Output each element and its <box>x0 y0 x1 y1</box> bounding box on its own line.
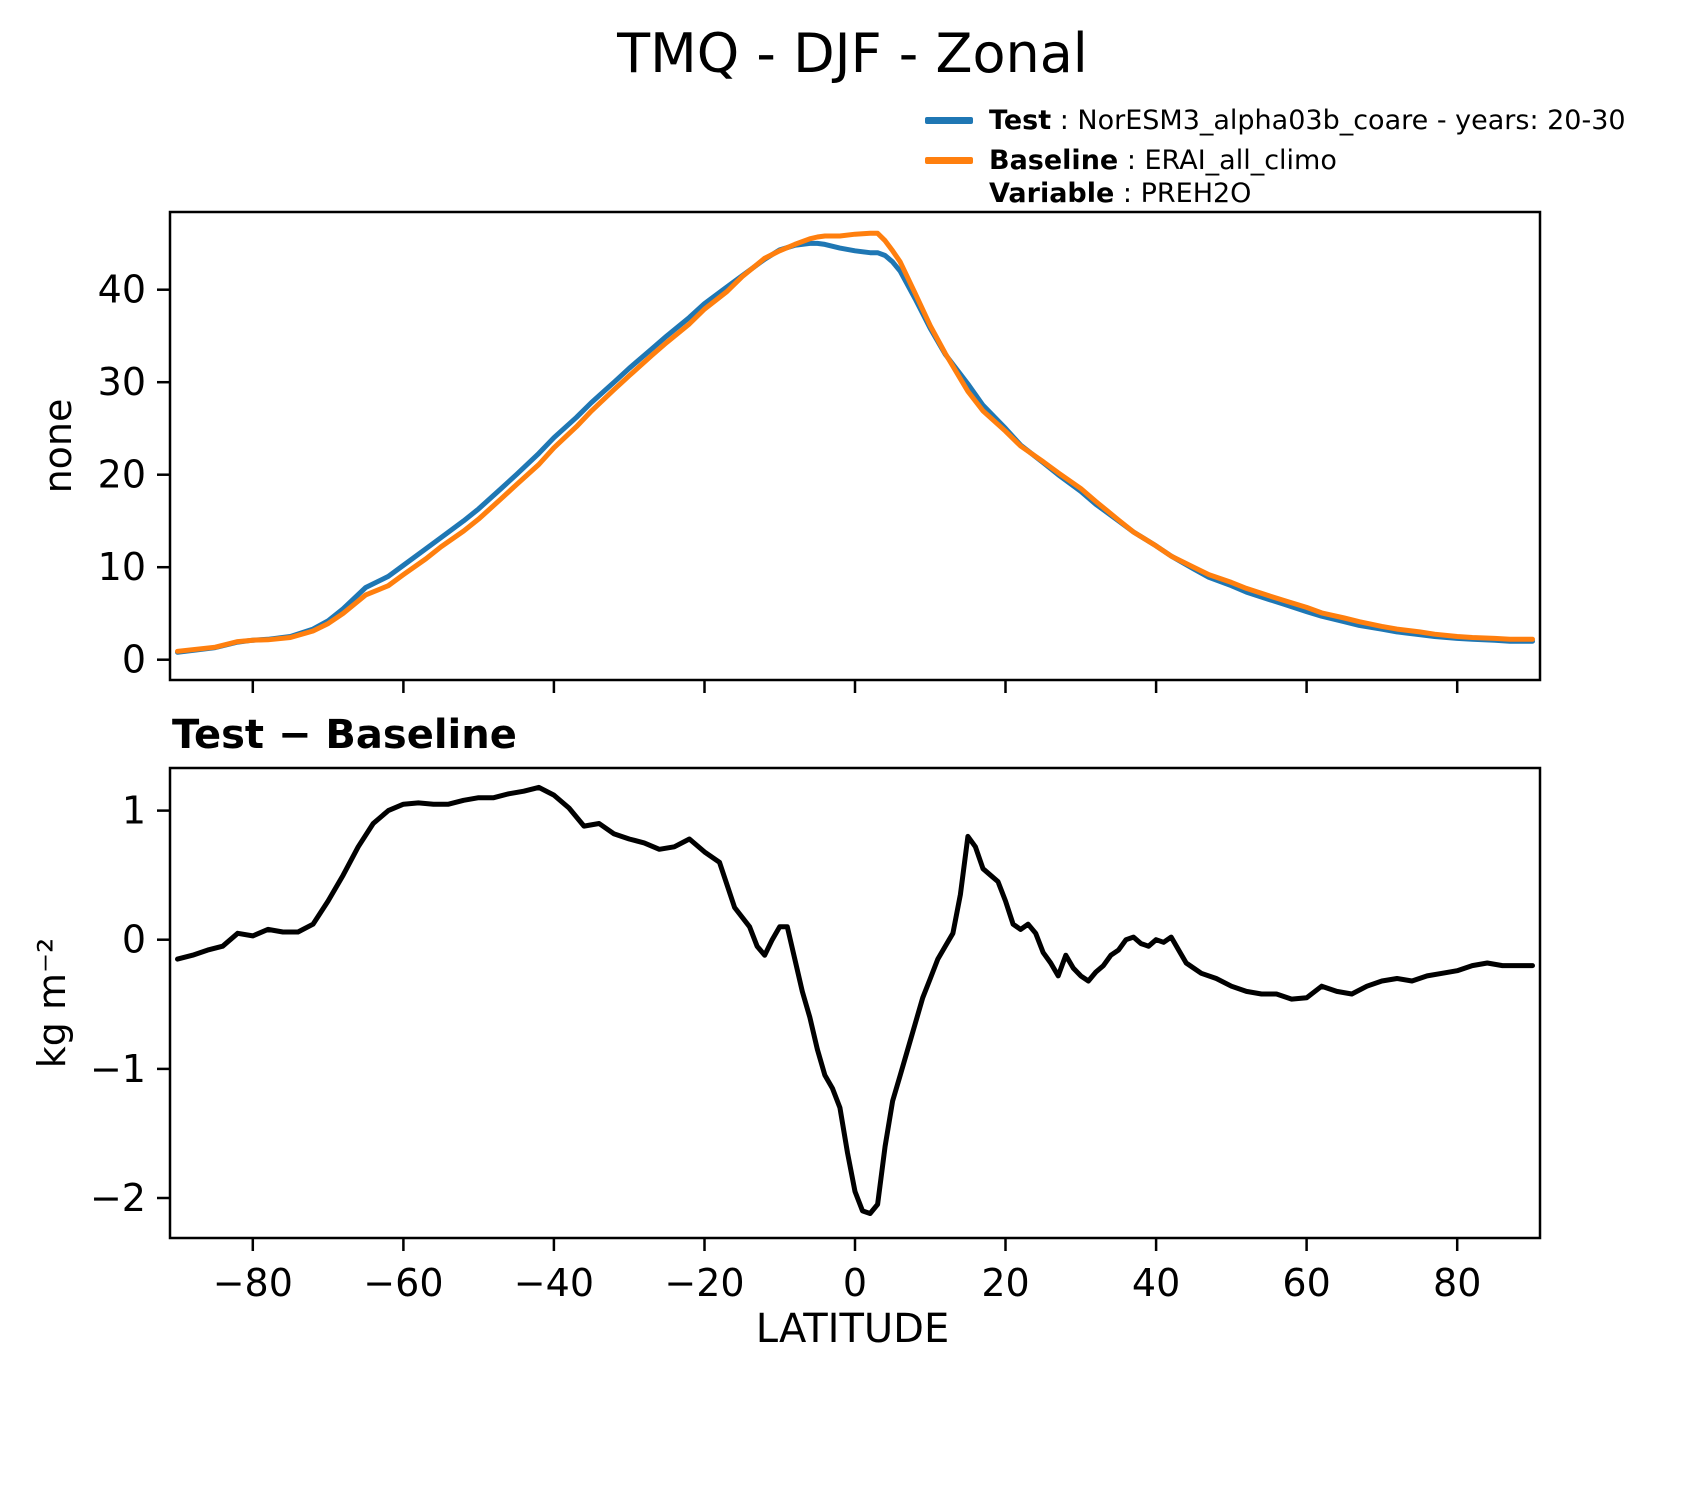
x-tick-label: 80 <box>1433 1261 1481 1305</box>
legend-test-text: Test : NorESM3_alpha03b_coare - years: 2… <box>989 104 1626 137</box>
baseline-line-swatch <box>925 157 973 164</box>
y-tick-label: 40 <box>98 268 146 312</box>
legend-entry-baseline: Baseline : ERAI_all_climo Variable : PRE… <box>925 144 1626 210</box>
y-tick-label: 30 <box>98 360 146 404</box>
legend-baseline-block: Baseline : ERAI_all_climo Variable : PRE… <box>989 144 1337 210</box>
legend-entry-test: Test : NorESM3_alpha03b_coare - years: 2… <box>925 104 1626 137</box>
x-tick-label: 0 <box>843 1261 867 1305</box>
bottom-panel-frame <box>168 766 1542 1240</box>
x-tick-label: −60 <box>363 1261 443 1305</box>
y-tick-label: 0 <box>122 918 146 962</box>
legend-variable-desc: : PREH2O <box>1114 178 1252 209</box>
top-panel: 0 10 20 30 40 <box>98 210 1542 693</box>
y-tick-label: 10 <box>98 545 146 589</box>
x-axis-label: LATITUDE <box>755 1306 950 1352</box>
test-line-swatch <box>925 117 973 124</box>
y-tick-label: 1 <box>122 789 146 833</box>
x-tick-label: −80 <box>213 1261 293 1305</box>
x-tick-label: 60 <box>1282 1261 1330 1305</box>
test-line <box>175 240 1535 655</box>
top-panel-frame <box>168 210 1542 682</box>
y-tick-label: 0 <box>122 638 146 682</box>
bottom-y-axis-label: kg m⁻² <box>30 937 74 1069</box>
figure-title: TMQ - DJF - Zonal <box>617 22 1088 85</box>
x-tick-label: −20 <box>664 1261 744 1305</box>
legend: Test : NorESM3_alpha03b_coare - years: 2… <box>925 104 1626 217</box>
test-minus-baseline-line <box>175 784 1535 1216</box>
y-tick-label: 20 <box>98 453 146 497</box>
bottom-panel: −80 −60 −40 −20 0 20 40 60 80 −2 −1 0 1 <box>90 766 1542 1305</box>
legend-baseline-label: Baseline <box>989 145 1119 176</box>
x-tick-label: −40 <box>514 1261 594 1305</box>
legend-baseline-text: Baseline : ERAI_all_climo <box>989 144 1337 177</box>
legend-variable-label: Variable <box>989 178 1115 209</box>
legend-test-label: Test <box>989 105 1052 136</box>
top-y-axis-label: none <box>36 398 80 494</box>
legend-variable-text: Variable : PREH2O <box>989 177 1337 210</box>
legend-test-desc: : NorESM3_alpha03b_coare - years: 20-30 <box>1051 105 1626 136</box>
x-tick-label: 20 <box>981 1261 1029 1305</box>
bottom-panel-title: Test − Baseline <box>172 712 517 758</box>
y-tick-label: −1 <box>90 1047 146 1091</box>
legend-baseline-desc: : ERAI_all_climo <box>1118 145 1337 176</box>
baseline-line <box>175 230 1535 654</box>
y-tick-label: −2 <box>90 1176 146 1220</box>
x-tick-label: 40 <box>1132 1261 1180 1305</box>
